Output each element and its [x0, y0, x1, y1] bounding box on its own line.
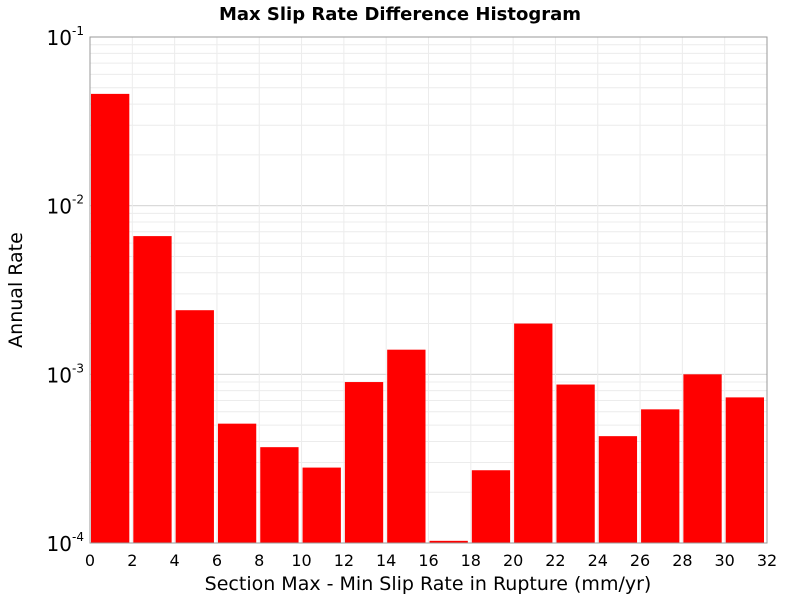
bar — [429, 540, 468, 543]
x-tick-label: 30 — [715, 551, 735, 570]
bar — [514, 323, 553, 543]
bar — [387, 349, 426, 543]
x-tick-label: 12 — [334, 551, 354, 570]
chart-title: Max Slip Rate Difference Histogram — [219, 4, 581, 25]
y-tick-label: 10 — [47, 26, 72, 50]
bar — [260, 447, 299, 543]
bars — [91, 93, 764, 544]
x-tick-label: 16 — [418, 551, 438, 570]
bar — [344, 382, 384, 543]
x-tick-label: 24 — [588, 551, 608, 570]
x-tick-label: 6 — [212, 551, 222, 570]
bar — [471, 470, 511, 543]
y-tick-exponent: -1 — [72, 24, 84, 38]
x-tick-label: 0 — [85, 551, 95, 570]
bar — [302, 467, 341, 543]
bar — [641, 409, 680, 543]
y-axis-label: Annual Rate — [5, 232, 27, 348]
y-tick-exponent: -4 — [72, 530, 84, 544]
plot-frame — [89, 36, 768, 544]
y-tick-label: 10 — [47, 195, 72, 219]
x-tick-label: 18 — [461, 551, 481, 570]
bar — [683, 374, 722, 543]
x-tick-label: 2 — [127, 551, 137, 570]
x-tick-label: 8 — [254, 551, 264, 570]
x-axis-label: Section Max - Min Slip Rate in Rupture (… — [205, 573, 652, 595]
x-tick-label: 10 — [291, 551, 311, 570]
x-tick-labels: 0 2 4 6 8 10 12 14 16 18 20 22 24 26 28 30 32 — [85, 551, 777, 570]
y-tick-exponent: -3 — [72, 361, 84, 375]
bar — [175, 310, 214, 543]
x-tick-label: 32 — [757, 551, 777, 570]
x-tick-label: 22 — [545, 551, 565, 570]
y-tick-labels: 10-410-310-210-1 — [47, 24, 84, 556]
bar — [91, 93, 130, 543]
x-tick-label: 20 — [503, 551, 523, 570]
x-tick-label: 26 — [630, 551, 650, 570]
x-tick-label: 4 — [170, 551, 180, 570]
bar — [598, 436, 638, 543]
bar — [133, 236, 172, 544]
y-tick-label: 10 — [47, 532, 72, 556]
y-tick-exponent: -2 — [72, 193, 84, 207]
x-tick-label: 28 — [672, 551, 692, 570]
x-tick-label: 14 — [376, 551, 396, 570]
bar — [556, 384, 595, 543]
y-tick-label: 10 — [47, 363, 72, 387]
bar — [217, 423, 257, 543]
bar — [725, 397, 764, 543]
